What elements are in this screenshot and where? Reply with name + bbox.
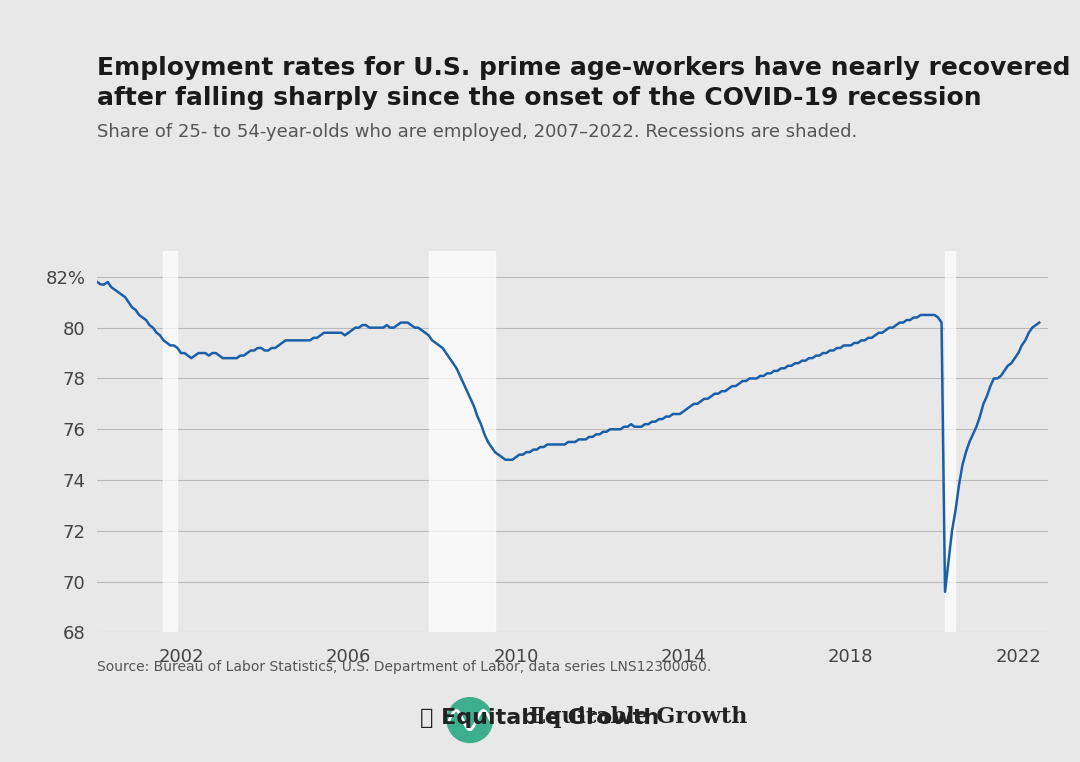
Text: Equitable Growth: Equitable Growth [529, 706, 747, 728]
Bar [163, 251, 177, 632]
Text: Source: Bureau of Labor Statistics, U.S. Department of Labor, data series LNS123: Source: Bureau of Labor Statistics, U.S.… [97, 661, 712, 674]
Text: 🌿 Equitable Growth: 🌿 Equitable Growth [420, 708, 660, 728]
Circle shape [447, 698, 492, 742]
Bar [945, 251, 956, 632]
Bar [429, 251, 495, 632]
Text: Share of 25- to 54-year-olds who are employed, 2007–2022. Recessions are shaded.: Share of 25- to 54-year-olds who are emp… [97, 123, 858, 141]
Text: after falling sharply since the onset of the COVID-19 recession: after falling sharply since the onset of… [97, 87, 982, 110]
Text: Employment rates for U.S. prime age-workers have nearly recovered: Employment rates for U.S. prime age-work… [97, 56, 1070, 80]
